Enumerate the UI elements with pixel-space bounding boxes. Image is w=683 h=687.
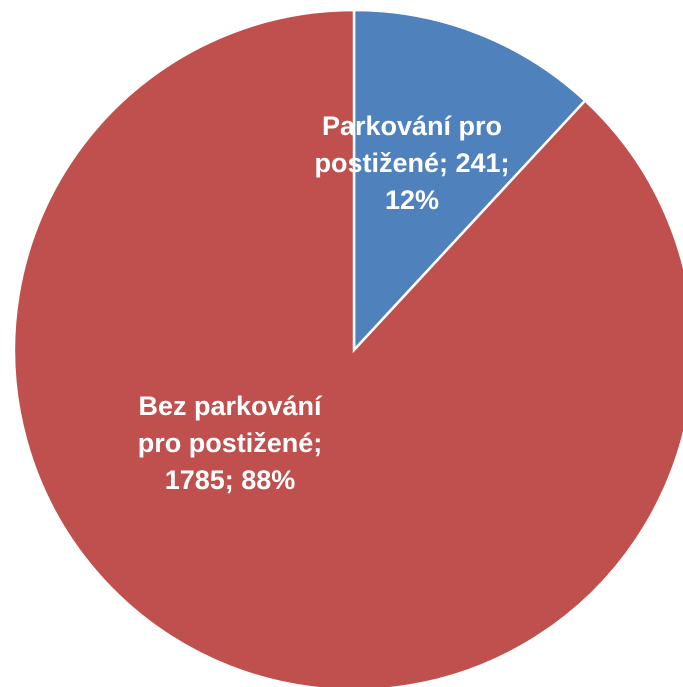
pie-slice [352, 8, 587, 354]
data-label: Parkování pro postižené; 241; 12% [314, 111, 509, 215]
pie-slice [12, 8, 683, 687]
data-label: Bez parkování pro postižené; 1785; 88% [138, 391, 323, 495]
